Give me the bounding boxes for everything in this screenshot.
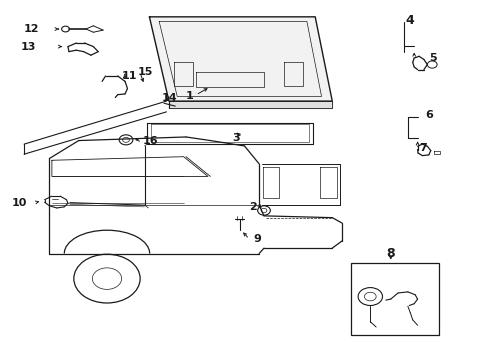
Polygon shape	[168, 101, 331, 108]
Text: 10: 10	[11, 198, 27, 208]
Text: 3: 3	[231, 133, 239, 143]
Text: 5: 5	[428, 53, 436, 63]
Bar	[350, 263, 438, 335]
Text: 15: 15	[137, 67, 152, 77]
Polygon shape	[149, 17, 331, 101]
Text: 12: 12	[24, 24, 40, 35]
Text: 6: 6	[424, 111, 432, 121]
Text: 1: 1	[185, 91, 193, 101]
Text: 9: 9	[253, 234, 261, 244]
Text: 2: 2	[248, 202, 256, 212]
Text: 7: 7	[418, 143, 426, 153]
Text: 4: 4	[405, 14, 414, 27]
Text: 14: 14	[161, 93, 177, 103]
Text: 13: 13	[20, 42, 36, 51]
Text: 8: 8	[386, 247, 394, 260]
Text: 11: 11	[122, 71, 137, 81]
Text: 16: 16	[143, 136, 159, 145]
